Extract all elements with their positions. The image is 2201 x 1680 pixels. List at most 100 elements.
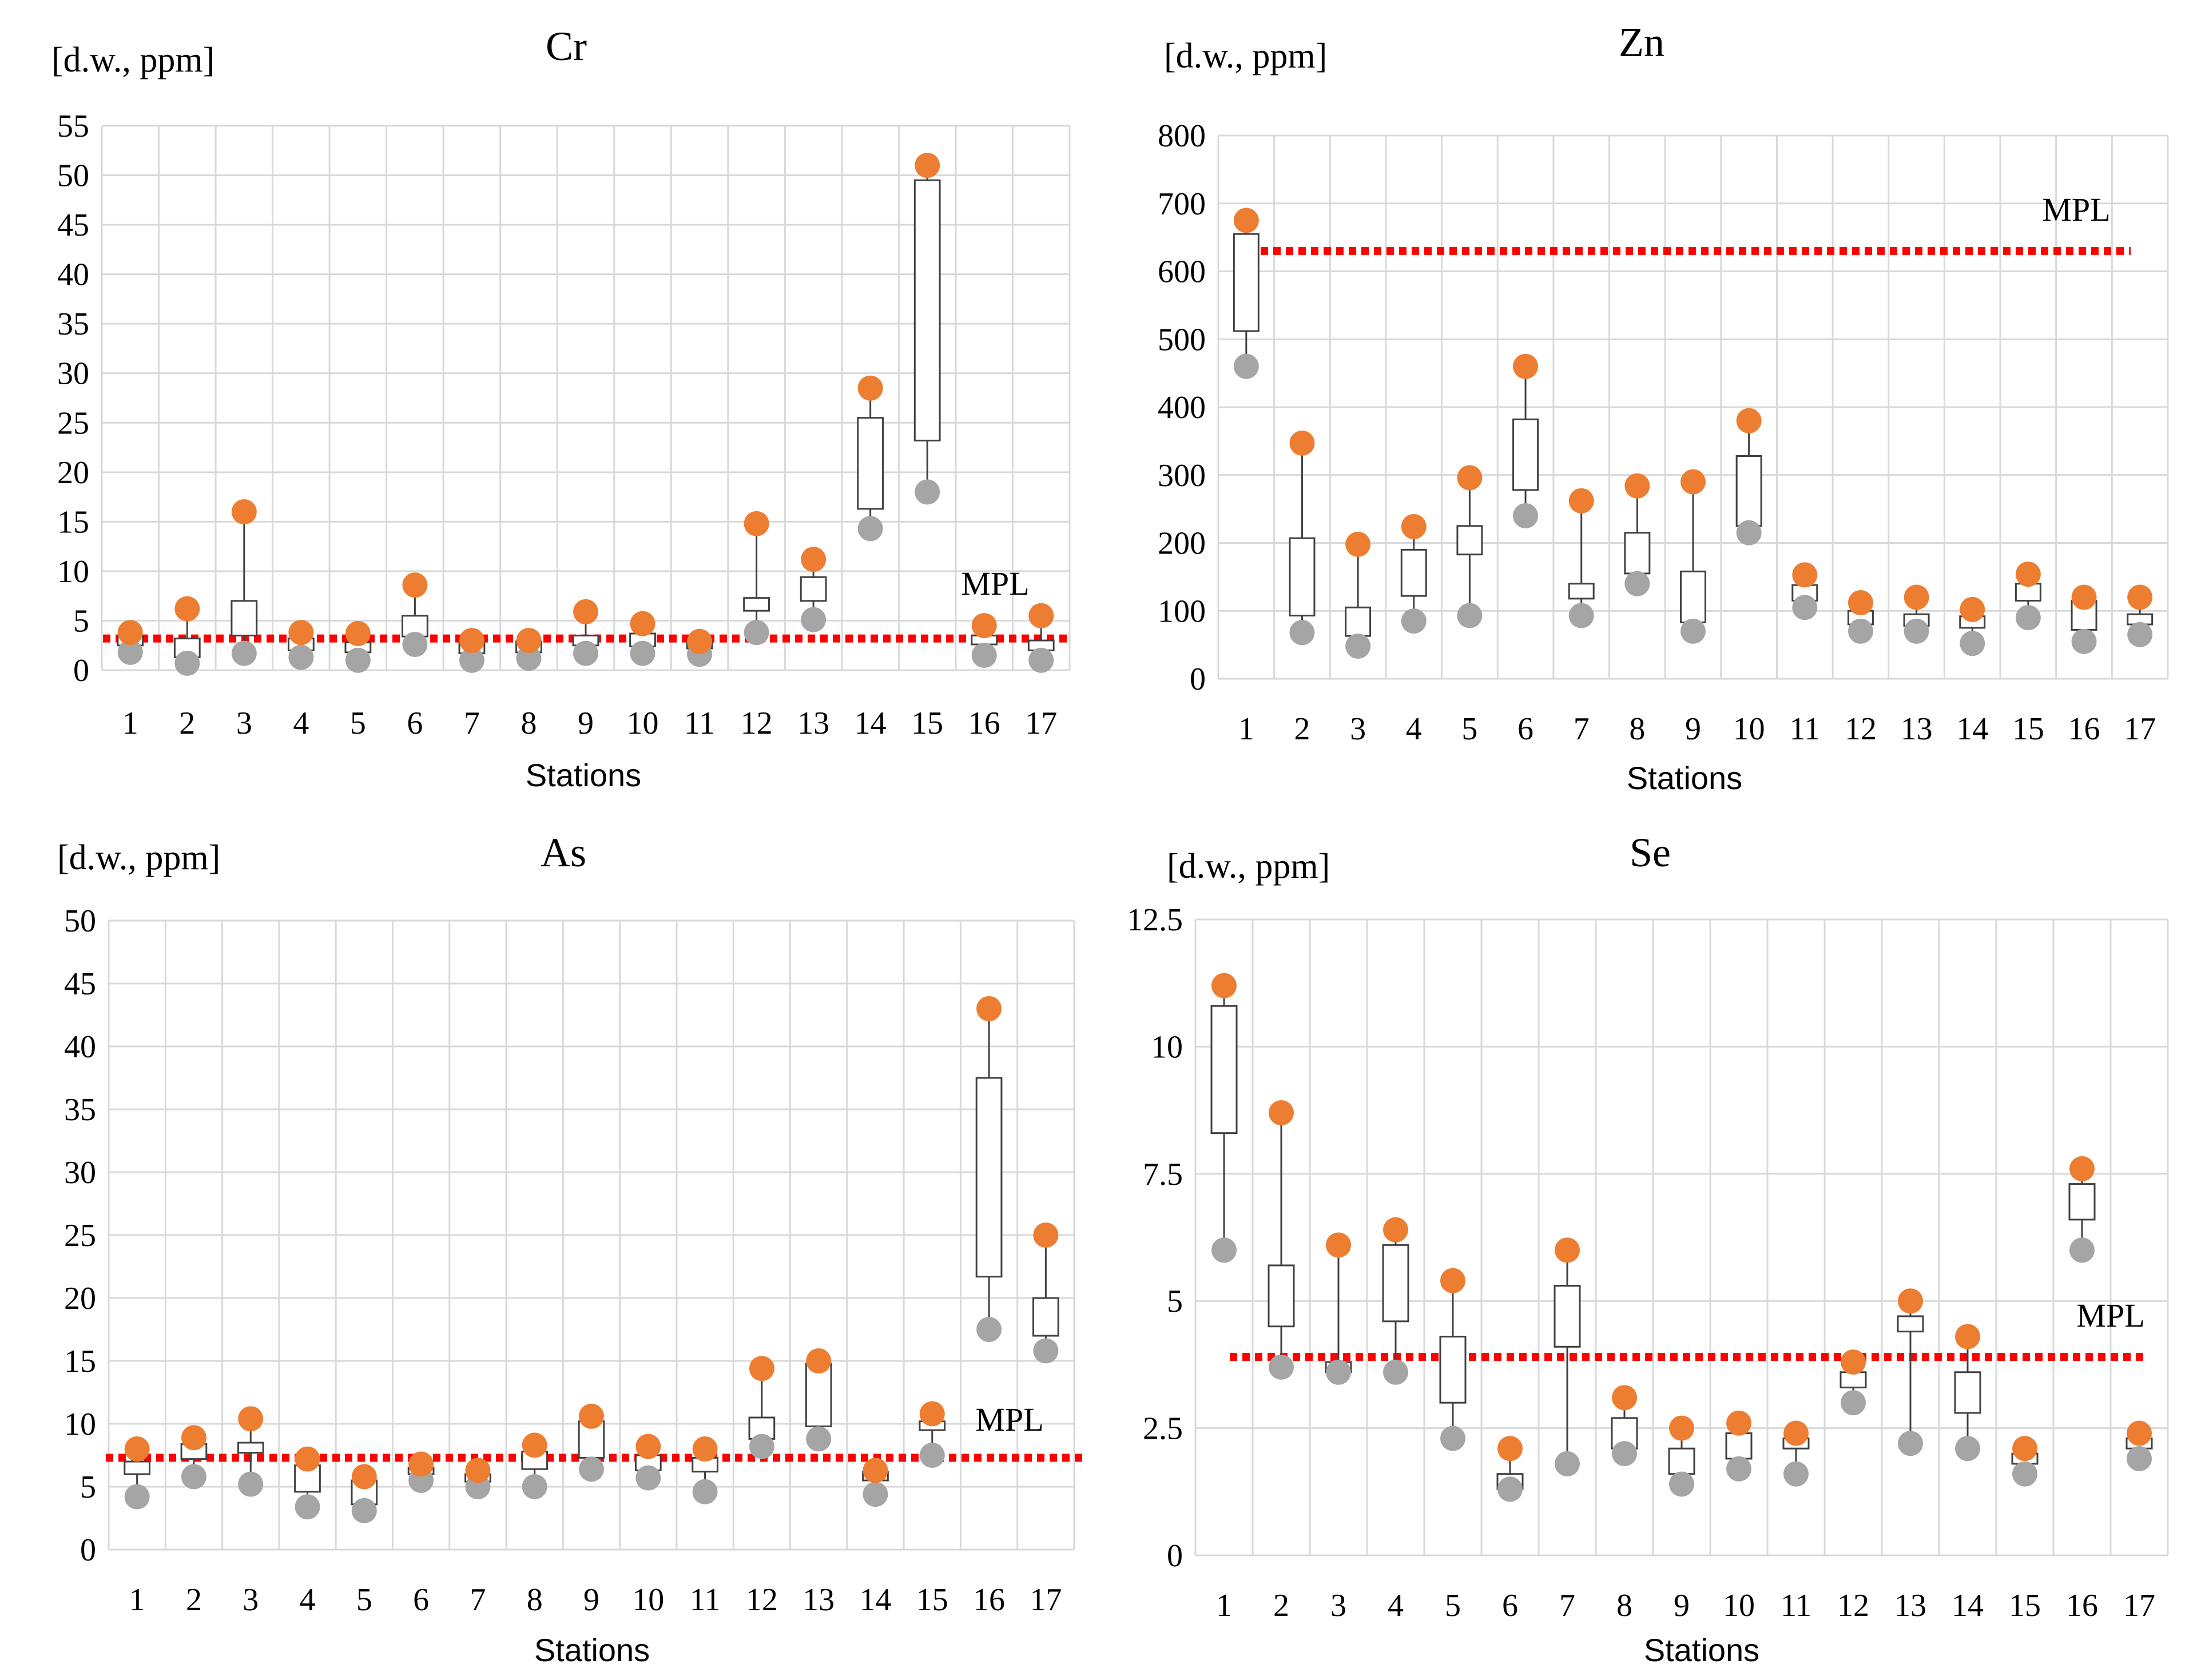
- se-unit-label: [d.w., ppm]: [1167, 847, 1330, 886]
- min-marker: [1669, 1471, 1694, 1497]
- min-marker: [516, 646, 542, 671]
- x-tick-label: 13: [802, 1582, 835, 1618]
- max-marker: [1269, 1100, 1294, 1126]
- max-marker: [408, 1451, 434, 1477]
- y-tick-label: 300: [1158, 458, 1206, 493]
- x-tick-label: 11: [684, 706, 715, 741]
- x-tick-label: 5: [1445, 1588, 1461, 1623]
- x-tick-label: 4: [300, 1582, 316, 1618]
- min-marker: [1898, 1431, 1923, 1456]
- max-marker: [351, 1464, 377, 1490]
- max-marker: [1960, 596, 1985, 622]
- y-tick-label: 500: [1158, 322, 1206, 357]
- y-tick-label: 400: [1158, 390, 1206, 425]
- x-tick-label: 1: [1216, 1588, 1232, 1623]
- min-marker: [1726, 1456, 1751, 1482]
- max-marker: [806, 1348, 832, 1374]
- max-marker: [1841, 1349, 1866, 1375]
- max-marker: [1669, 1415, 1694, 1441]
- max-marker: [2071, 584, 2097, 610]
- x-tick-label: 6: [1517, 711, 1533, 747]
- x-tick-label: 11: [690, 1582, 721, 1618]
- min-marker: [1624, 571, 1650, 596]
- x-tick-label: 11: [1781, 1588, 1811, 1623]
- y-tick-label: 50: [64, 903, 96, 939]
- x-tick-label: 2: [186, 1582, 202, 1618]
- min-marker: [2071, 628, 2097, 654]
- y-tick-label: 45: [57, 208, 89, 243]
- min-marker: [744, 620, 769, 646]
- y-tick-label: 55: [57, 109, 89, 144]
- max-marker: [2012, 1436, 2037, 1462]
- max-marker: [1792, 562, 1818, 588]
- min-marker: [2012, 1461, 2037, 1487]
- y-tick-label: 25: [64, 1218, 96, 1253]
- iqr-box: [1032, 1297, 1059, 1337]
- x-tick-label: 1: [129, 1582, 145, 1618]
- min-marker: [1345, 634, 1371, 659]
- max-marker: [1513, 353, 1539, 379]
- min-marker: [1497, 1476, 1523, 1502]
- y-tick-label: 800: [1158, 118, 1206, 154]
- max-marker: [1955, 1324, 1980, 1349]
- zn-title: Zn: [1619, 19, 1664, 65]
- x-tick-label: 7: [1559, 1588, 1575, 1623]
- max-marker: [919, 1401, 945, 1427]
- x-tick-label: 17: [1030, 1582, 1062, 1618]
- max-marker: [915, 153, 940, 178]
- iqr-box: [1554, 1285, 1581, 1348]
- max-marker: [2127, 1420, 2152, 1446]
- iqr-box: [1439, 1335, 1467, 1404]
- y-tick-label: 0: [73, 653, 89, 688]
- x-tick-label: 7: [470, 1582, 486, 1618]
- min-marker: [2015, 605, 2041, 631]
- y-tick-label: 20: [64, 1281, 96, 1316]
- iqr-box: [237, 1442, 264, 1454]
- y-tick-label: 35: [57, 306, 89, 342]
- iqr-box: [1725, 1432, 1753, 1460]
- max-marker: [635, 1434, 661, 1459]
- max-marker: [1555, 1237, 1580, 1263]
- max-marker: [288, 620, 314, 646]
- x-tick-label: 8: [521, 706, 537, 741]
- min-marker: [806, 1426, 832, 1452]
- max-marker: [1457, 465, 1483, 491]
- cr-title: Cr: [546, 23, 587, 69]
- x-tick-label: 14: [1952, 1588, 1984, 1623]
- x-tick-label: 16: [2068, 711, 2100, 747]
- max-marker: [630, 611, 655, 636]
- min-marker: [288, 644, 314, 670]
- x-tick-label: 17: [2124, 711, 2156, 747]
- x-tick-label: 14: [859, 1582, 891, 1618]
- min-marker: [1841, 1390, 1866, 1416]
- min-marker: [2069, 1237, 2095, 1263]
- x-tick-label: 2: [179, 706, 195, 741]
- min-marker: [1440, 1426, 1465, 1451]
- min-marker: [1028, 647, 1054, 673]
- x-tick-label: 13: [797, 706, 829, 741]
- x-tick-label: 16: [973, 1582, 1005, 1618]
- x-tick-label: 12: [1837, 1588, 1869, 1623]
- y-tick-label: 15: [57, 504, 89, 540]
- cr-unit-label: [d.w., ppm]: [51, 41, 214, 79]
- max-marker: [579, 1403, 604, 1429]
- min-marker: [749, 1434, 774, 1459]
- iqr-box: [1233, 233, 1260, 332]
- se-title: Se: [1630, 830, 1671, 875]
- y-tick-label: 25: [57, 405, 89, 441]
- cr-mpl-label: MPL: [961, 565, 1029, 602]
- max-marker: [174, 596, 200, 622]
- iqr-box: [1568, 583, 1595, 600]
- x-tick-label: 1: [122, 706, 138, 741]
- x-tick-label: 5: [1461, 711, 1477, 747]
- max-marker: [1783, 1420, 1809, 1446]
- max-marker: [1612, 1385, 1637, 1411]
- min-marker: [1289, 620, 1315, 646]
- max-marker: [1383, 1217, 1408, 1243]
- x-tick-label: 10: [627, 706, 659, 741]
- min-marker: [1783, 1461, 1809, 1487]
- max-marker: [2015, 562, 2041, 587]
